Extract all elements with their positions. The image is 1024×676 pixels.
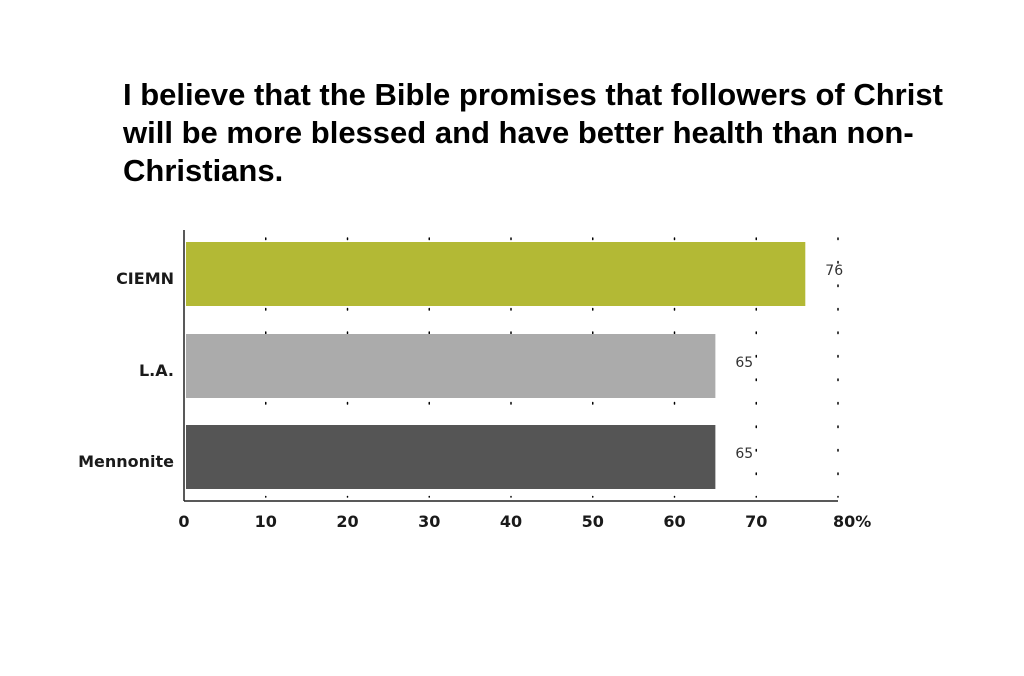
axes [183,230,838,502]
x-tick-label: 40 [500,512,522,531]
x-tick-label: 30 [418,512,440,531]
x-tick-label: 20 [336,512,358,531]
x-tick-label: 50 [582,512,604,531]
value-label: 65 [735,446,753,462]
x-tick-label: 70 [745,512,767,531]
value-label: 65 [735,355,753,371]
category-label: L.A. [139,361,174,380]
value-label: 76 [825,263,843,279]
chart-title: I believe that the Bible promises that f… [123,77,943,188]
x-tick-label: 10 [255,512,277,531]
labels: 76 CIEMN 65 L.A. 65 Mennonite 0 10 20 30 40 50 60 70 8… [78,263,871,531]
bars [186,242,806,489]
category-label: Mennonite [78,452,174,471]
x-tick-label: 0 [178,512,189,531]
bar-l-a [186,334,716,398]
x-tick-label: 60 [663,512,685,531]
bar-mennonite [186,425,716,489]
category-label: CIEMN [116,269,174,288]
x-tick-label: 80% [833,512,871,531]
bar-ciemn [186,242,806,306]
